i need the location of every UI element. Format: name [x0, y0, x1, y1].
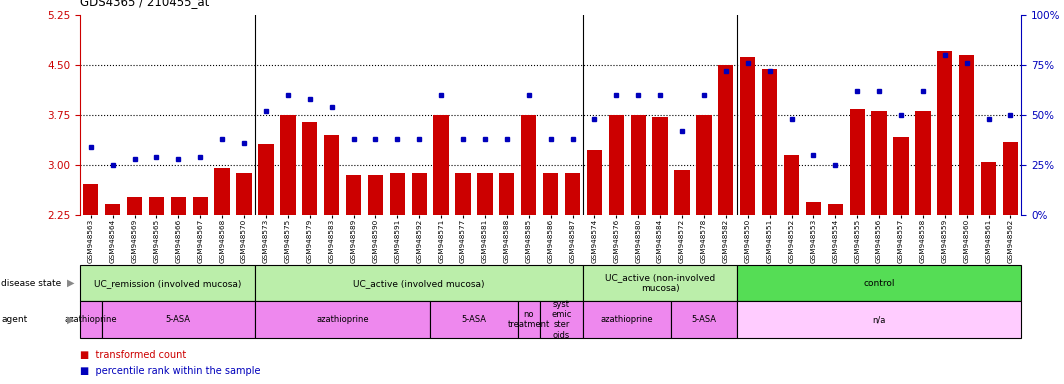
Text: azathioprine: azathioprine — [316, 315, 369, 324]
Text: agent: agent — [1, 315, 28, 324]
Text: ■  percentile rank within the sample: ■ percentile rank within the sample — [80, 366, 261, 376]
Text: 5-ASA: 5-ASA — [692, 315, 716, 324]
Bar — [105, 204, 120, 215]
Bar — [828, 204, 843, 215]
Bar — [149, 197, 164, 215]
Bar — [389, 173, 405, 215]
Bar — [539, 301, 583, 338]
Bar — [762, 69, 778, 215]
Bar — [1003, 142, 1018, 215]
Bar — [412, 173, 427, 215]
Bar — [671, 301, 736, 338]
Bar — [784, 155, 799, 215]
Text: control: control — [863, 279, 895, 288]
Bar — [346, 175, 361, 215]
Bar — [170, 197, 186, 215]
Bar — [368, 175, 383, 215]
Bar — [455, 173, 470, 215]
Bar — [565, 173, 580, 215]
Bar — [323, 135, 339, 215]
Bar — [255, 301, 430, 338]
Bar — [302, 122, 317, 215]
Bar — [102, 301, 255, 338]
Bar — [849, 109, 865, 215]
Bar — [433, 115, 449, 215]
Bar — [478, 173, 493, 215]
Bar — [215, 169, 230, 215]
Bar — [543, 173, 559, 215]
Bar — [609, 115, 624, 215]
Bar — [894, 137, 909, 215]
Text: UC_active (involved mucosa): UC_active (involved mucosa) — [353, 279, 485, 288]
Bar — [915, 111, 931, 215]
Text: UC_active (non-involved
mucosa): UC_active (non-involved mucosa) — [605, 273, 715, 293]
Bar — [259, 144, 273, 215]
Bar — [583, 265, 736, 301]
Bar — [127, 197, 143, 215]
Bar — [631, 115, 646, 215]
Bar — [255, 265, 583, 301]
Bar — [981, 162, 996, 215]
Text: syst
emic
ster
oids: syst emic ster oids — [551, 300, 571, 340]
Text: azathioprine: azathioprine — [65, 315, 117, 324]
Text: no
treatment: no treatment — [508, 310, 550, 329]
Bar — [193, 197, 207, 215]
Bar — [937, 51, 952, 215]
Text: UC_remission (involved mucosa): UC_remission (involved mucosa) — [94, 279, 242, 288]
Bar — [741, 57, 755, 215]
Bar — [499, 173, 515, 215]
Text: 5-ASA: 5-ASA — [462, 315, 486, 324]
Text: ▶: ▶ — [67, 278, 74, 288]
Text: 5-ASA: 5-ASA — [166, 315, 190, 324]
Bar — [80, 265, 255, 301]
Text: disease state: disease state — [1, 279, 62, 288]
Bar — [675, 170, 689, 215]
Bar — [518, 301, 539, 338]
Bar — [236, 173, 252, 215]
Bar — [652, 117, 668, 215]
Bar — [736, 265, 1021, 301]
Text: azathioprine: azathioprine — [601, 315, 653, 324]
Text: n/a: n/a — [872, 315, 886, 324]
Bar — [805, 202, 821, 215]
Bar — [736, 301, 1021, 338]
Bar — [521, 115, 536, 215]
Bar — [583, 301, 671, 338]
Bar — [959, 55, 975, 215]
Bar — [718, 65, 733, 215]
Bar — [696, 115, 712, 215]
Bar — [83, 184, 98, 215]
Text: ▶: ▶ — [67, 314, 74, 325]
Bar — [586, 151, 602, 215]
Bar — [430, 301, 518, 338]
Bar — [280, 115, 296, 215]
Bar — [80, 301, 102, 338]
Bar — [871, 111, 886, 215]
Text: ■  transformed count: ■ transformed count — [80, 350, 186, 360]
Text: GDS4365 / 210455_at: GDS4365 / 210455_at — [80, 0, 210, 8]
